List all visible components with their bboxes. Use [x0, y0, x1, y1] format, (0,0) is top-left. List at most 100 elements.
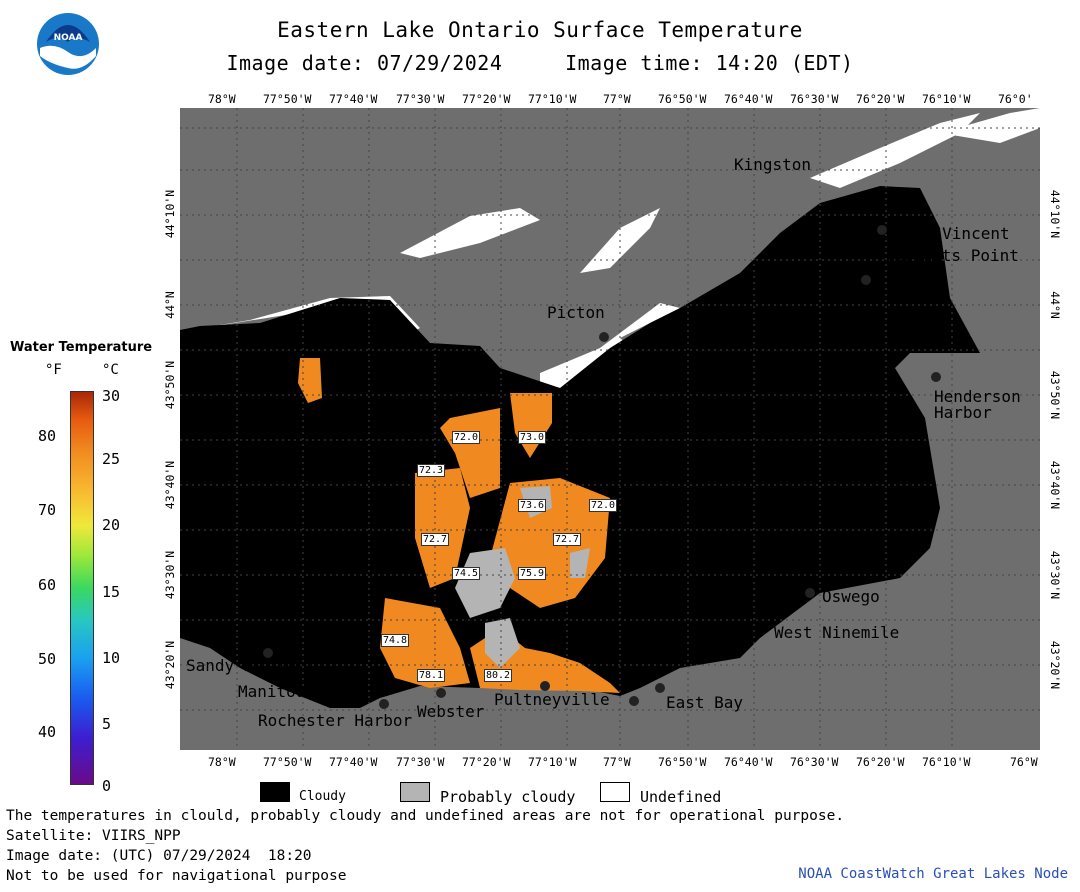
image-datetime: Image date: 07/29/2024 Image time: 14:20…: [226, 51, 854, 75]
lon-label-bottom: 76°40'W: [724, 755, 773, 769]
lon-label-top: 77°50'W: [263, 92, 312, 106]
contour-label: 75.9: [518, 567, 547, 580]
lake-map: [180, 108, 1040, 750]
lon-label-bottom: 76°20'W: [856, 755, 905, 769]
place-label-kingston: Kingston: [734, 155, 812, 174]
lat-label-left: 44°N: [163, 291, 177, 319]
contour-label: 72.7: [553, 533, 582, 546]
place-label-webster: Webster: [417, 702, 485, 721]
place-label-henderson-harbor: Henderson Harbor: [934, 387, 1021, 422]
location-marker: [655, 683, 665, 693]
lat-label-left: 44°10'N: [163, 189, 177, 239]
note-line: Satellite: VIIRS_NPP: [6, 828, 181, 844]
contour-label: 80.2: [484, 669, 513, 682]
lon-label-bottom: 77°40'W: [329, 755, 378, 769]
key-swatch-undefined: [600, 782, 630, 802]
contour-label: 72.0: [589, 499, 618, 512]
lon-label-top: 77°10'W: [528, 92, 577, 106]
temperature-color-scale: [70, 391, 94, 785]
lat-label-right: 44°N: [1048, 291, 1062, 319]
legend-unit-c: °C: [102, 362, 119, 378]
lat-label-right: 43°30'N: [1048, 550, 1062, 600]
probably-cloudy-area: [485, 618, 520, 668]
contour-label: 72.3: [417, 464, 446, 477]
legend-c-tick: 0: [102, 777, 112, 795]
key-swatch-probably-cloudy: [400, 782, 430, 802]
lat-label-right: 43°40'N: [1048, 460, 1062, 510]
key-label-undefined: Undefined: [640, 788, 722, 806]
lat-label-right: 43°50'N: [1048, 370, 1062, 420]
sst-patch: [415, 468, 470, 588]
lon-label-bottom: 77°20'W: [462, 755, 511, 769]
footer-notes: The temperatures in clould, probably clo…: [6, 806, 844, 886]
contour-label: 73.6: [518, 499, 547, 512]
lat-label-left: 43°30'N: [163, 550, 177, 600]
lon-label-bottom: 76°10'W: [922, 755, 971, 769]
location-marker: [931, 372, 941, 382]
legend-title: Water Temperature: [10, 340, 153, 355]
lat-label-left: 43°20'N: [163, 640, 177, 690]
legend-c-tick: 25: [102, 450, 121, 468]
lon-label-bottom: 77°10'W: [528, 755, 577, 769]
lon-label-bottom: 77°50'W: [263, 755, 312, 769]
lon-label-bottom: 76°50'W: [658, 755, 707, 769]
place-label-manitou-beach: Manitou Beach: [238, 682, 364, 701]
lon-label-bottom: 78°W: [208, 755, 236, 769]
legend-c-tick: 10: [102, 649, 121, 667]
legend-c-tick: 15: [102, 583, 121, 601]
legend-f-tick: 60: [38, 576, 57, 594]
location-marker: [629, 696, 639, 706]
note-line: The temperatures in clould, probably clo…: [6, 808, 845, 824]
page-title: Eastern Lake Ontario Surface Temperature: [277, 18, 803, 42]
place-label-oswego: Oswego: [822, 587, 880, 606]
lon-label-bottom: 76°W: [1010, 755, 1038, 769]
place-label-cape-vincent: Cape Vincent: [894, 224, 1010, 243]
contour-label: 74.5: [452, 567, 481, 580]
graticule: [180, 108, 1040, 750]
lat-label-left: 43°50'N: [163, 360, 177, 410]
map-panel: [180, 108, 1040, 750]
legend-c-tick: 30: [102, 387, 121, 405]
cloudy-area: [180, 186, 980, 708]
contour-label: 74.8: [381, 634, 410, 647]
place-label-east-bay: East Bay: [666, 693, 744, 712]
lon-label-top: 76°0': [998, 92, 1033, 106]
lon-label-top: 77°20'W: [462, 92, 511, 106]
lat-label-right: 43°20'N: [1048, 640, 1062, 690]
note-line: Image date: (UTC) 07/29/2024 18:20: [6, 848, 312, 864]
undefined-area: [400, 208, 540, 258]
lon-label-top: 76°20'W: [856, 92, 905, 106]
legend-f-tick: 50: [38, 650, 57, 668]
legend-f-tick: 40: [38, 723, 57, 741]
lon-label-top: 77°W: [603, 92, 631, 106]
location-marker: [540, 681, 550, 691]
undefined-area: [810, 113, 980, 188]
contour-label: 72.7: [421, 533, 450, 546]
probably-cloudy-area: [570, 548, 590, 578]
location-marker: [379, 699, 389, 709]
place-label-rochester-harbor: Rochester Harbor: [258, 711, 413, 730]
sst-patch: [440, 408, 500, 498]
location-marker: [263, 648, 273, 658]
lon-label-top: 76°50'W: [658, 92, 707, 106]
noaa-logo: NOAA: [36, 12, 100, 76]
legend-f-tick: 80: [38, 427, 57, 445]
key-label-cloudy: Cloudy: [299, 789, 346, 804]
place-label-pultneyville: Pultneyville: [494, 690, 610, 709]
contour-label: 78.1: [417, 669, 446, 682]
lon-label-bottom: 77°W: [603, 755, 631, 769]
credit-link[interactable]: NOAA CoastWatch Great Lakes Node: [798, 866, 1068, 882]
location-marker: [861, 275, 871, 285]
contour-label: 72.0: [452, 431, 481, 444]
lon-label-bottom: 76°30'W: [790, 755, 839, 769]
logo-text: NOAA: [54, 33, 83, 43]
legend-c-tick: 20: [102, 516, 121, 534]
sst-patch: [298, 358, 322, 403]
place-label-west-ninemile: West Ninemile: [774, 623, 900, 642]
place-label-tibbetts-point: Tibbetts Point: [884, 246, 1019, 265]
location-marker: [599, 332, 609, 342]
lon-label-top: 78°W: [208, 92, 236, 106]
lon-label-top: 76°30'W: [790, 92, 839, 106]
legend-f-tick: 70: [38, 501, 57, 519]
legend-c-tick: 5: [102, 715, 112, 733]
